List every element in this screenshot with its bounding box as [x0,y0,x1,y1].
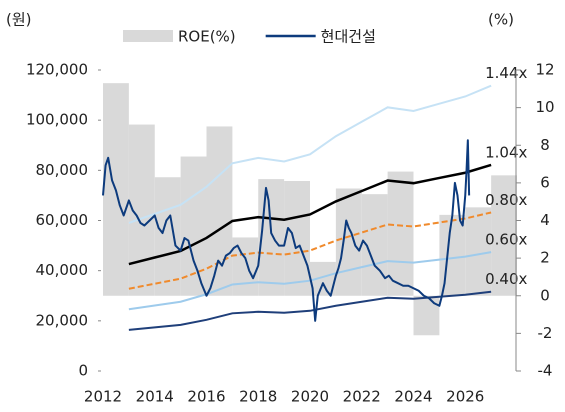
band-line [128,84,492,224]
x-tick-label: 2014 [136,388,174,406]
y-unit: (원) [6,11,32,29]
band-label: 0.80x [485,191,527,209]
roe-bar [439,214,466,296]
roe-bar [284,180,310,296]
y-tick-label: 0 [78,362,88,380]
roe-bar [258,179,285,296]
price-line [102,139,471,322]
x-tick-label: 2012 [84,388,122,406]
x-tick-label: 2018 [239,388,277,406]
x-tick-label: 2022 [343,388,381,406]
y2-tick-label: 8 [540,136,550,154]
y2-tick-label: 6 [540,173,550,191]
y2-tick-label: 12 [535,61,554,79]
roe-bar [413,295,440,336]
x-tick-label: 2024 [394,388,432,406]
y-tick-label: 20,000 [36,311,89,329]
y-tick-label: 60,000 [36,211,89,229]
x-tick-label: 2020 [291,388,329,406]
roe-bar [180,156,207,296]
y-tick-label: 100,000 [26,111,88,129]
y2-tick-label: -2 [538,324,553,342]
y-tick-label: 120,000 [26,61,88,79]
x-tick-label: 2026 [446,388,484,406]
band-label: 0.60x [485,231,527,249]
roe-bar [465,207,492,296]
legend-label: ROE(%) [178,28,236,46]
roe-bar [387,171,414,296]
band-label: 1.44x [485,64,527,82]
y2-tick-label: 4 [540,211,550,229]
band-label: 1.04x [485,143,527,161]
y-tick-label: 40,000 [36,261,89,279]
y2-tick-label: 0 [540,286,550,304]
roe-bar [206,126,233,296]
y2-tick-label: 10 [535,98,554,116]
y-tick-label: 80,000 [36,161,89,179]
roe-bar [335,188,362,296]
roe-bar [491,175,517,296]
x-tick-label: 2016 [187,388,225,406]
band-line [128,290,492,331]
y2-unit: (%) [488,11,514,29]
band-label: 0.40x [485,270,527,288]
y2-tick-label: -4 [538,362,553,380]
roe-bar [154,177,181,296]
legend-label: 현대건설 [321,28,376,46]
legend-swatch [123,30,173,42]
y2-tick-label: 2 [540,249,550,267]
